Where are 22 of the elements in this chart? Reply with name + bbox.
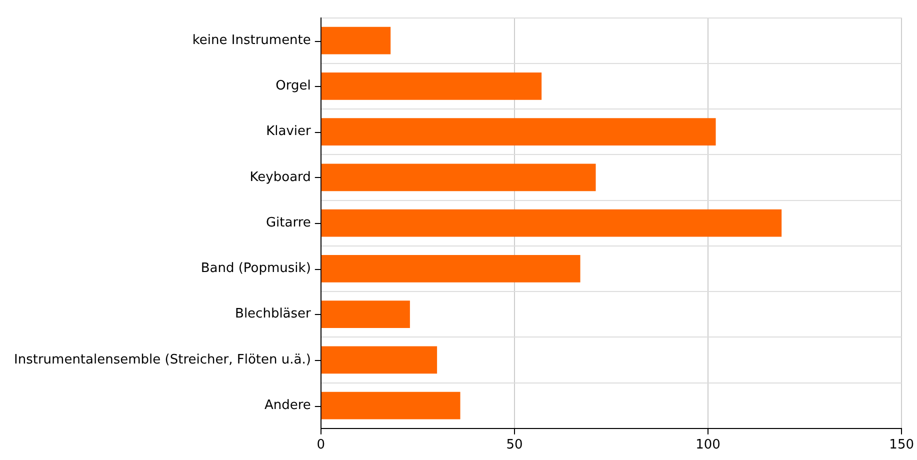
y-tick-label: Band (Popmusik) (200, 261, 311, 276)
bar (321, 26, 391, 54)
bar (321, 392, 460, 420)
y-tick-label: Blechbläser (235, 306, 312, 322)
y-tick-label: Andere (264, 398, 311, 413)
y-tick-label: Gitarre (266, 215, 311, 230)
bar (321, 255, 580, 282)
y-tick-label: Orgel (276, 78, 311, 94)
y-tick-label: Keyboard (250, 170, 311, 185)
y-tick-label: Instrumentalensemble (Streicher, Flöten u.ä.) (14, 352, 311, 368)
y-tick-label: Klavier (266, 124, 312, 140)
x-tick-label: 0 (316, 438, 326, 453)
bar (321, 209, 782, 237)
x-tick-label: 50 (506, 438, 523, 453)
bar (321, 346, 438, 374)
bar (321, 164, 596, 192)
y-tick-label: keine Instrumente (192, 32, 311, 48)
x-tick-label: 150 (889, 438, 914, 453)
bar (321, 300, 410, 328)
bar (321, 118, 716, 146)
x-tick-label: 100 (696, 438, 720, 453)
bar (321, 72, 542, 100)
